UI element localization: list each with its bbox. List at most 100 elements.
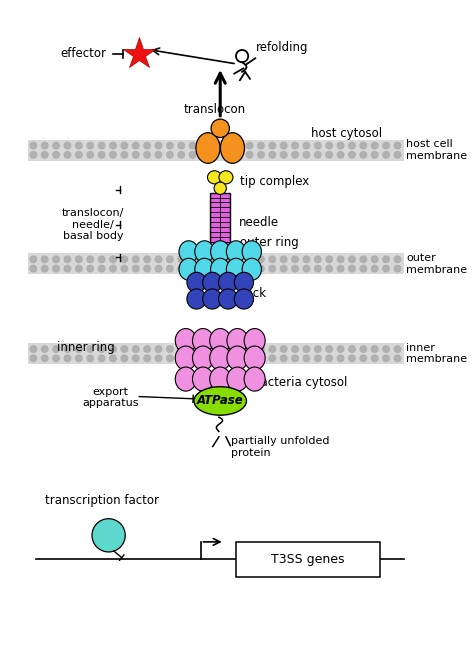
Ellipse shape: [227, 346, 248, 370]
Circle shape: [189, 142, 196, 149]
Circle shape: [372, 256, 378, 263]
Ellipse shape: [220, 133, 245, 163]
Circle shape: [292, 355, 298, 361]
Circle shape: [258, 265, 264, 272]
Circle shape: [53, 142, 59, 149]
Circle shape: [75, 265, 82, 272]
Ellipse shape: [175, 346, 196, 370]
Circle shape: [132, 152, 139, 158]
Ellipse shape: [175, 367, 196, 391]
Ellipse shape: [244, 367, 265, 391]
Circle shape: [87, 346, 93, 352]
Circle shape: [326, 142, 332, 149]
Circle shape: [383, 346, 389, 352]
Circle shape: [189, 346, 196, 352]
Circle shape: [121, 265, 128, 272]
Circle shape: [87, 256, 93, 263]
Circle shape: [166, 265, 173, 272]
Circle shape: [98, 346, 105, 352]
Circle shape: [178, 142, 184, 149]
Bar: [27, 343, 404, 364]
Circle shape: [178, 256, 184, 263]
Circle shape: [30, 355, 36, 361]
Circle shape: [224, 142, 230, 149]
Circle shape: [121, 152, 128, 158]
Circle shape: [337, 346, 344, 352]
Ellipse shape: [196, 133, 220, 163]
Circle shape: [235, 346, 241, 352]
Circle shape: [360, 142, 366, 149]
Circle shape: [201, 346, 207, 352]
Circle shape: [383, 265, 389, 272]
Text: partially unfolded
protein: partially unfolded protein: [231, 436, 329, 458]
Circle shape: [144, 265, 150, 272]
Ellipse shape: [227, 329, 248, 353]
Circle shape: [360, 265, 366, 272]
Text: refolding: refolding: [256, 41, 309, 54]
Circle shape: [41, 256, 48, 263]
Text: outer
membrane: outer membrane: [406, 253, 467, 275]
Circle shape: [269, 152, 275, 158]
Text: inner
membrane: inner membrane: [406, 343, 467, 365]
Circle shape: [121, 256, 128, 263]
Circle shape: [144, 256, 150, 263]
Circle shape: [315, 265, 321, 272]
Circle shape: [132, 142, 139, 149]
Circle shape: [360, 346, 366, 352]
Text: outer ring: outer ring: [240, 236, 299, 248]
Circle shape: [349, 152, 355, 158]
Ellipse shape: [210, 346, 231, 370]
Circle shape: [144, 152, 150, 158]
Circle shape: [235, 265, 241, 272]
Circle shape: [201, 355, 207, 361]
Circle shape: [224, 355, 230, 361]
FancyBboxPatch shape: [236, 542, 380, 577]
Circle shape: [132, 355, 139, 361]
Text: host cytosol: host cytosol: [311, 127, 382, 140]
Ellipse shape: [219, 171, 233, 184]
Circle shape: [92, 518, 125, 552]
Circle shape: [326, 152, 332, 158]
Ellipse shape: [192, 367, 213, 391]
Circle shape: [394, 152, 401, 158]
Circle shape: [303, 142, 310, 149]
Circle shape: [337, 355, 344, 361]
Circle shape: [383, 355, 389, 361]
Circle shape: [75, 256, 82, 263]
Circle shape: [75, 355, 82, 361]
Circle shape: [98, 265, 105, 272]
Circle shape: [292, 152, 298, 158]
Circle shape: [201, 152, 207, 158]
Circle shape: [166, 346, 173, 352]
Circle shape: [132, 346, 139, 352]
Bar: [27, 140, 404, 161]
Circle shape: [235, 355, 241, 361]
Circle shape: [394, 256, 401, 263]
Circle shape: [281, 256, 287, 263]
Circle shape: [326, 265, 332, 272]
Circle shape: [109, 142, 116, 149]
Text: translocon/
needle/
basal body: translocon/ needle/ basal body: [62, 208, 125, 241]
Circle shape: [224, 256, 230, 263]
Ellipse shape: [210, 259, 230, 280]
Circle shape: [75, 152, 82, 158]
Circle shape: [394, 142, 401, 149]
Circle shape: [394, 265, 401, 272]
Circle shape: [41, 265, 48, 272]
Circle shape: [383, 142, 389, 149]
Ellipse shape: [210, 367, 231, 391]
Circle shape: [303, 355, 310, 361]
Ellipse shape: [179, 240, 198, 263]
Circle shape: [349, 346, 355, 352]
Circle shape: [109, 355, 116, 361]
Ellipse shape: [242, 259, 262, 280]
Circle shape: [212, 152, 219, 158]
Circle shape: [98, 142, 105, 149]
Circle shape: [155, 346, 162, 352]
Text: effector: effector: [61, 47, 107, 60]
Circle shape: [281, 355, 287, 361]
Circle shape: [258, 256, 264, 263]
Circle shape: [281, 142, 287, 149]
Circle shape: [178, 346, 184, 352]
Circle shape: [337, 142, 344, 149]
